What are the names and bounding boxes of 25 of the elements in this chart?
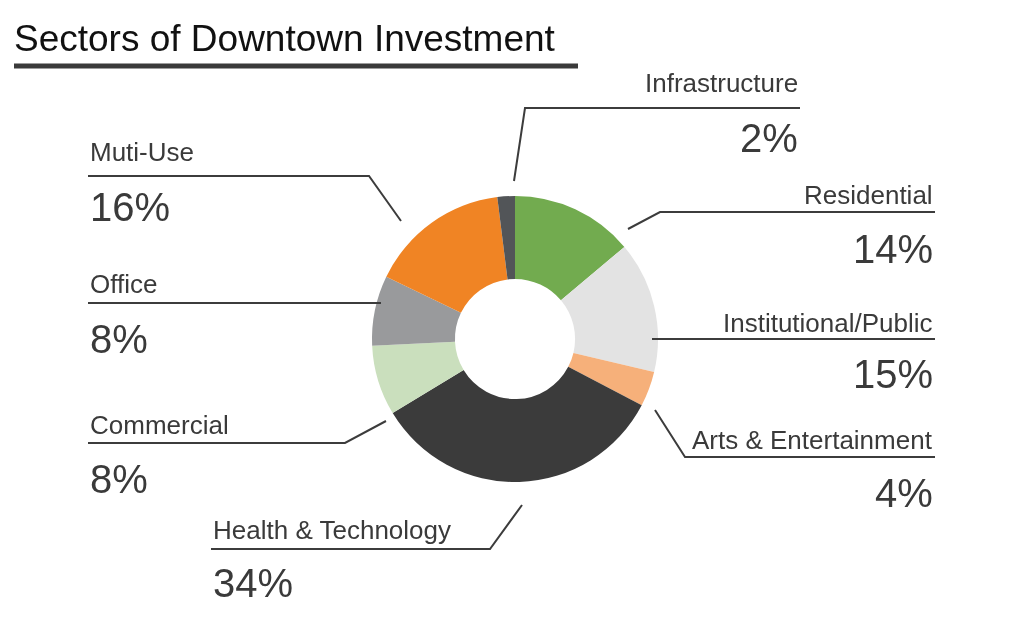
data-label: 14%	[853, 227, 934, 271]
data-label: 8%	[90, 317, 148, 361]
donut-slice	[372, 276, 461, 346]
slice-label: Office	[90, 269, 158, 299]
slice-label: Muti-Use	[90, 137, 195, 167]
data-label: 34%	[213, 561, 294, 605]
data-label: 16%	[90, 185, 171, 229]
slice-label: Institutional/Public	[723, 308, 933, 338]
slice-label: Arts & Entertainment	[692, 425, 933, 455]
donut-slice	[372, 341, 464, 414]
donut-slice	[515, 196, 625, 301]
chart-title: Sectors of Downtown Investment	[14, 17, 556, 59]
data-label: 8%	[90, 457, 148, 501]
donut-slice	[560, 246, 658, 373]
donut-slice	[568, 352, 655, 406]
slice-label: Health & Technology	[213, 515, 452, 545]
donut-slice	[386, 197, 508, 313]
data-label: 15%	[853, 352, 934, 396]
slice-label: Commercial	[90, 410, 229, 440]
slice-label: Residential	[804, 180, 933, 210]
data-label: 4%	[875, 471, 933, 515]
data-label: 2%	[740, 116, 798, 160]
donut-slice	[497, 196, 515, 280]
slice-label: Infrastructure	[645, 68, 799, 98]
donut-slice	[392, 366, 642, 482]
